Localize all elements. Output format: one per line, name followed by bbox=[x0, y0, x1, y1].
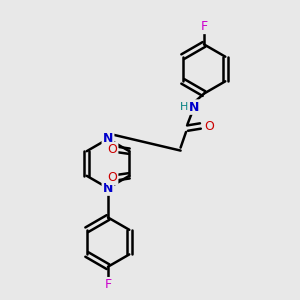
Text: F: F bbox=[200, 20, 208, 33]
Text: O: O bbox=[205, 119, 214, 133]
Text: N: N bbox=[189, 100, 199, 114]
Text: O: O bbox=[107, 171, 117, 184]
Text: O: O bbox=[107, 143, 117, 156]
Text: N: N bbox=[103, 182, 113, 195]
Text: H: H bbox=[180, 102, 188, 112]
Text: N: N bbox=[103, 132, 113, 146]
Text: F: F bbox=[104, 278, 112, 291]
